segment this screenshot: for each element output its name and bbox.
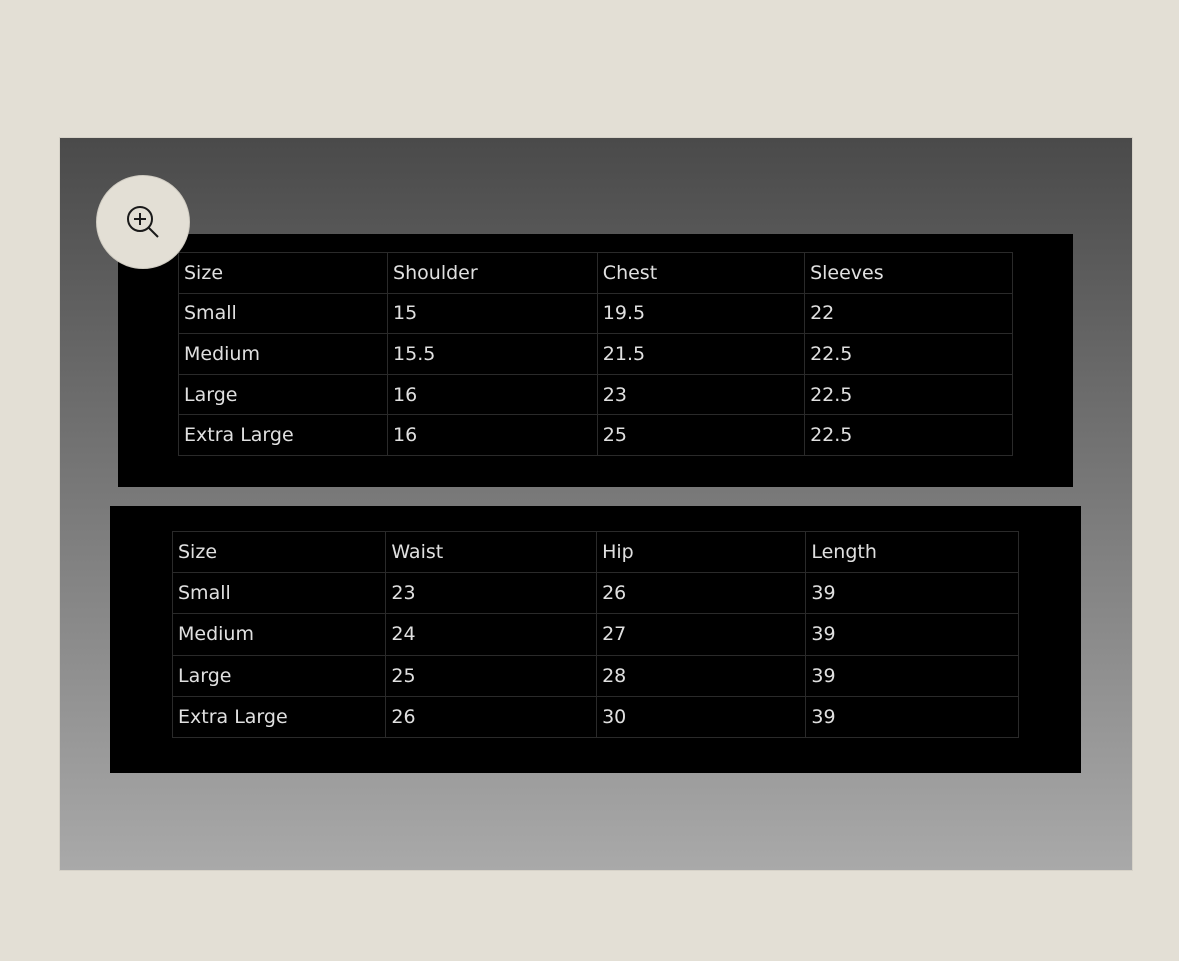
- table-row: Medium 15.5 21.5 22.5: [177, 333, 1013, 375]
- header-row: Size Shoulder Chest Sleeves: [177, 252, 1013, 294]
- table-cell: Extra Large: [177, 414, 389, 456]
- table-row: Small 23 26 39: [171, 572, 1019, 615]
- table-cell: 15.5: [387, 333, 598, 375]
- column-header: Size: [177, 252, 389, 294]
- table-row: Medium 24 27 39: [171, 613, 1019, 656]
- table-row: Extra Large 16 25 22.5: [177, 414, 1013, 456]
- table-row: Large 25 28 39: [171, 654, 1019, 697]
- table-row: Extra Large 26 30 39: [171, 695, 1019, 739]
- table-cell: Medium: [171, 613, 387, 656]
- table-cell: 16: [387, 414, 598, 456]
- table-cell: 15: [387, 292, 598, 335]
- table-cell: 27: [596, 613, 807, 656]
- table-cell: 22.5: [804, 373, 1013, 416]
- zoom-button[interactable]: [96, 175, 190, 269]
- table-cell: Small: [177, 292, 389, 335]
- column-header: Chest: [596, 252, 806, 294]
- table-cell: 25: [385, 654, 598, 697]
- table-cell: 28: [596, 654, 807, 697]
- table-cell: 25: [596, 414, 806, 456]
- table-cell: 39: [805, 572, 1019, 615]
- column-header: Size: [171, 530, 387, 574]
- table-cell: 26: [596, 572, 807, 615]
- zoom-in-icon: [127, 206, 159, 238]
- table-cell: 23: [385, 572, 598, 615]
- table-cell: 22: [804, 292, 1013, 335]
- table-row: Small 15 19.5 22: [177, 292, 1013, 335]
- table-cell: 22.5: [804, 414, 1013, 456]
- bottom-size-table: Size Waist Hip Length Small 23 26 39 Medium 24 27 3…: [171, 530, 1019, 739]
- header-row: Size Waist Hip Length: [171, 530, 1019, 574]
- column-header: Sleeves: [804, 252, 1013, 294]
- column-header: Waist: [385, 530, 598, 574]
- column-header: Length: [805, 530, 1019, 574]
- table-cell: Small: [171, 572, 387, 615]
- table-cell: Large: [177, 373, 389, 416]
- table-cell: Large: [171, 654, 387, 697]
- table-cell: 16: [387, 373, 598, 416]
- table-cell: 26: [385, 695, 598, 739]
- column-header: Hip: [596, 530, 807, 574]
- table-row: Large 16 23 22.5: [177, 373, 1013, 416]
- table-cell: 23: [596, 373, 806, 416]
- table-cell: 22.5: [804, 333, 1013, 375]
- table-cell: 24: [385, 613, 598, 656]
- table-cell: 39: [805, 613, 1019, 656]
- table-cell: 30: [596, 695, 807, 739]
- table-cell: Extra Large: [171, 695, 387, 739]
- table-cell: Medium: [177, 333, 389, 375]
- top-size-table: Size Shoulder Chest Sleeves Small 15 19.5 22 Med…: [177, 252, 1013, 456]
- column-header: Shoulder: [387, 252, 598, 294]
- table-cell: 39: [805, 654, 1019, 697]
- table-cell: 39: [805, 695, 1019, 739]
- table-cell: 19.5: [596, 292, 806, 335]
- table-cell: 21.5: [596, 333, 806, 375]
